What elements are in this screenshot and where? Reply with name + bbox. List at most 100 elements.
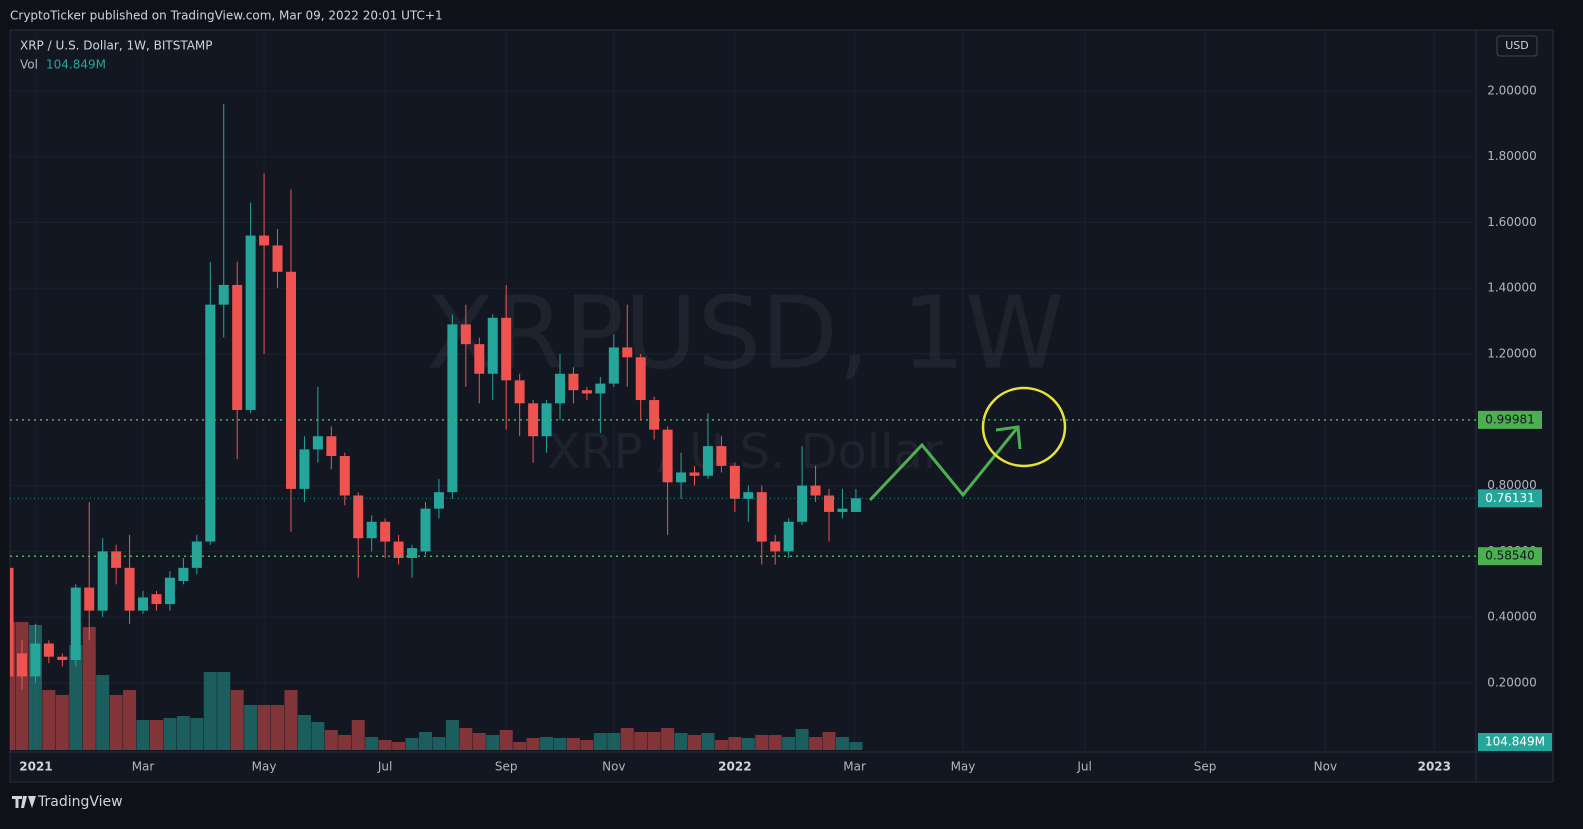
candle-body [850,498,861,512]
currency[interactable]: USD [1505,39,1529,52]
candle-body [124,567,135,611]
candle-body [339,455,350,496]
candle-body [97,551,108,611]
volume-bar [244,704,258,750]
candle-body [407,548,418,558]
volume-bar [257,704,271,750]
candle-body [501,317,512,381]
volume-bar [10,622,16,750]
x-tick-label: 2021 [19,760,52,774]
volume-bar [55,694,69,750]
candle-body [797,485,808,522]
volume-bar [513,741,527,750]
candle-body [151,594,162,605]
candle-body [138,597,149,611]
volume-bar [271,704,285,750]
x-tick-label: May [951,760,976,774]
volume-bar [741,738,755,750]
candle-body [43,643,54,657]
candle-body [783,521,794,552]
y-tick-label: 2.00000 [1487,83,1537,97]
candle-body [555,373,566,404]
candle-body [824,495,835,512]
volume-bar [486,734,500,750]
volume-bar [190,718,204,750]
candle-body [447,324,458,493]
volume-bar [782,737,796,750]
volume-badge-label: 104.849M [1485,734,1545,748]
volume-bar [755,734,769,750]
candle-body [595,383,606,394]
candle-body [541,403,552,437]
x-tick-label: Mar [843,760,866,774]
volume-bar [634,731,648,750]
candle-body [84,587,95,611]
publisher: CryptoTicker published on TradingView.co… [10,9,443,23]
volume-bar [338,734,352,750]
volume-bar [540,737,554,750]
currency-button[interactable] [1496,35,1538,57]
volume-bar [176,716,190,750]
level-badge [1478,547,1542,566]
volume-bar [647,731,661,750]
x-tick-label: 2023 [1418,760,1451,774]
candle-body [164,577,175,605]
volume-bar [553,738,567,750]
candle-body [272,245,283,272]
x-tick-label: Mar [132,760,155,774]
candle-body [756,492,767,542]
candle-body [218,284,229,305]
volume-bar [418,731,432,750]
volume-bar [149,720,163,750]
level-label: 0.99981 [1485,412,1535,426]
volume-bar [607,732,621,750]
x-tick-label: May [252,760,277,774]
candle-body [10,567,14,677]
watermark: XRPUSD, 1W [426,274,1064,391]
candle-body [635,357,646,401]
candle-body [380,521,391,542]
logo [12,796,36,808]
candle-body [232,284,243,410]
volume-bar [230,690,244,750]
candle-body [460,324,471,345]
x-tick-label: 2022 [718,760,751,774]
volume-bar [499,730,513,750]
candle-body [30,643,41,677]
x-tick-label: Nov [1314,760,1337,774]
candle-body [689,472,700,476]
y-tick-label: 1.60000 [1487,215,1537,229]
candle-body [326,436,337,456]
x-tick-label: Jul [1076,760,1091,774]
volume-bar [809,737,823,750]
volume-bar [674,732,688,750]
volume-bar [203,671,217,750]
candle-body [622,347,633,358]
volume-bar [620,728,634,750]
volume-bar [136,720,150,750]
candle-body [568,373,579,391]
volume-bar [835,737,849,750]
volume-legend-value: 104.849M [46,58,106,72]
volume-bar [405,738,419,750]
candle-body [16,653,27,677]
candle-body [649,400,660,430]
candle-body [312,436,323,450]
candle-body [837,508,848,512]
volume-bar [728,737,742,750]
candle-body [608,347,619,384]
level-label: 0.58540 [1485,549,1535,563]
candle-body [70,587,81,660]
candle-body [702,446,713,476]
volume-bar [69,644,83,750]
level-badge [1478,410,1542,429]
volume-bar [714,740,728,750]
candle-body [716,446,727,466]
y-tick-label: 0.40000 [1487,610,1537,624]
volume-bar [324,730,338,750]
volume-bar [392,741,406,750]
x-tick-label: Jul [377,760,392,774]
volume-bar [849,741,863,750]
candle-body [245,235,256,410]
